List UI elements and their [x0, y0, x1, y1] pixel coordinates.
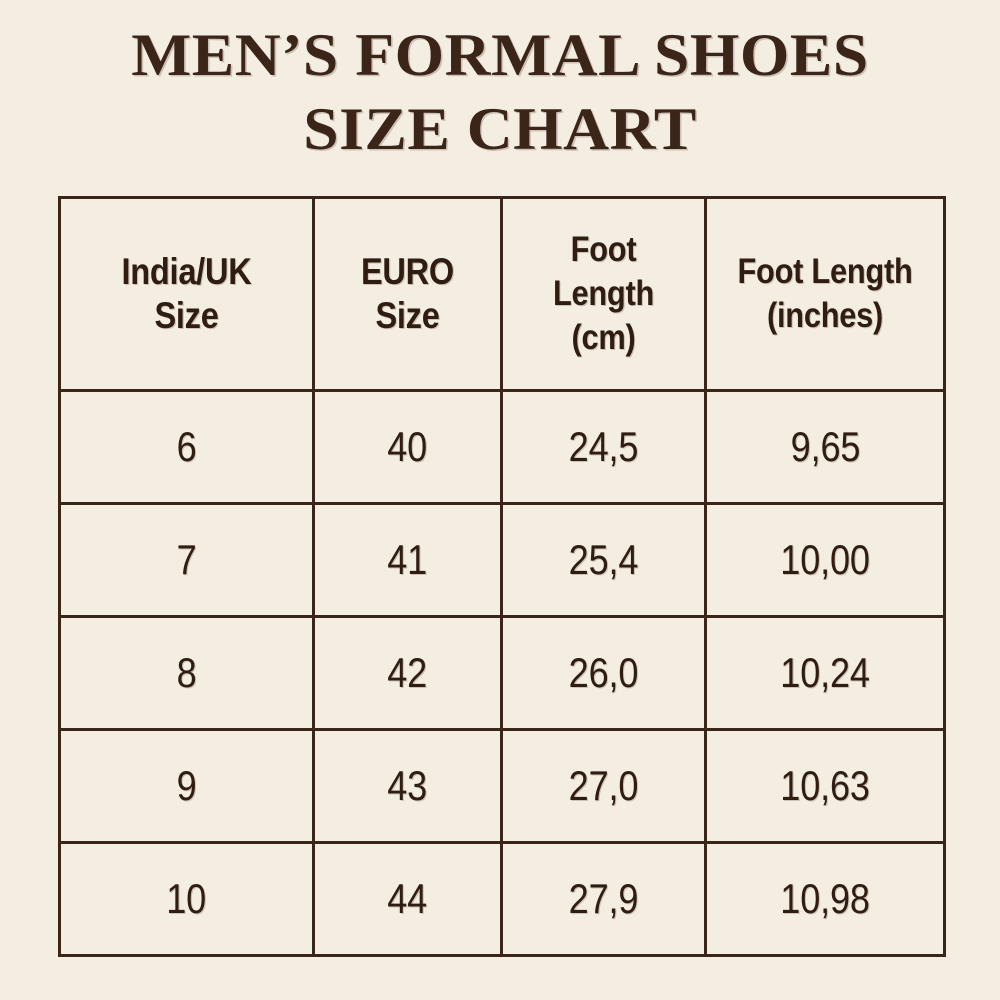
- column-header-india-uk-size: India/UK Size: [58, 196, 315, 392]
- table-row: 9 43 27,0 10,63: [58, 728, 946, 844]
- cell-value: 10: [166, 875, 207, 922]
- cell-euro-size: 41: [312, 502, 503, 618]
- cell-value: 42: [387, 649, 428, 696]
- cell-value: 10,24: [780, 649, 870, 696]
- column-header-foot-length-cm: Foot Length (cm): [500, 196, 707, 392]
- cell-value: 44: [387, 875, 428, 922]
- cell-value: 27,0: [568, 762, 639, 809]
- cell-euro-size: 40: [312, 389, 503, 505]
- column-header-euro-size-line-1: EURO: [360, 251, 455, 292]
- cell-value: 40: [387, 423, 428, 470]
- cell-india-uk-size: 9: [58, 728, 315, 844]
- cell-value: 24,5: [568, 423, 639, 470]
- cell-foot-length-inches: 9,65: [704, 389, 946, 505]
- cell-value: 43: [387, 762, 428, 809]
- cell-foot-length-cm: 27,0: [500, 728, 707, 844]
- page-title-line-2: SIZE CHART: [303, 96, 697, 162]
- size-chart-table: India/UK Size EURO Size Foot Length (cm)…: [58, 196, 946, 957]
- column-header-foot-length-cm-line-2: Length (cm): [552, 274, 655, 357]
- table-row: 8 42 26,0 10,24: [58, 615, 946, 731]
- cell-value: 26,0: [568, 649, 639, 696]
- cell-foot-length-cm: 24,5: [500, 389, 707, 505]
- cell-value: 41: [387, 536, 428, 583]
- cell-india-uk-size: 10: [58, 841, 315, 957]
- cell-value: 9,65: [790, 423, 860, 470]
- cell-value: 9: [176, 762, 197, 809]
- cell-value: 10,63: [780, 762, 870, 809]
- cell-euro-size: 43: [312, 728, 503, 844]
- cell-euro-size: 42: [312, 615, 503, 731]
- column-header-india-uk-size-line-1: India/UK: [121, 251, 252, 292]
- cell-india-uk-size: 6: [58, 389, 315, 505]
- cell-foot-length-inches: 10,24: [704, 615, 946, 731]
- table-body: 6 40 24,5 9,65 7 41 25,4 10,00 8 42 26,0…: [58, 389, 946, 957]
- cell-value: 10,00: [780, 536, 870, 583]
- column-header-euro-size-line-2: Size: [375, 295, 440, 336]
- cell-euro-size: 44: [312, 841, 503, 957]
- table-header: India/UK Size EURO Size Foot Length (cm)…: [58, 196, 946, 392]
- cell-value: 6: [176, 423, 197, 470]
- cell-india-uk-size: 7: [58, 502, 315, 618]
- table-row: 7 41 25,4 10,00: [58, 502, 946, 618]
- cell-value: 7: [176, 536, 197, 583]
- column-header-foot-length-inches-line-1: Foot Length: [737, 252, 913, 291]
- cell-value: 10,98: [780, 875, 870, 922]
- page-title-line-1: MEN’S FORMAL SHOES: [131, 22, 869, 88]
- cell-india-uk-size: 8: [58, 615, 315, 731]
- cell-foot-length-inches: 10,98: [704, 841, 946, 957]
- cell-value: 25,4: [568, 536, 639, 583]
- table-header-row: India/UK Size EURO Size Foot Length (cm)…: [58, 196, 946, 392]
- cell-foot-length-inches: 10,00: [704, 502, 946, 618]
- cell-foot-length-cm: 25,4: [500, 502, 707, 618]
- column-header-foot-length-inches: Foot Length (inches): [704, 196, 946, 392]
- cell-foot-length-cm: 26,0: [500, 615, 707, 731]
- cell-foot-length-inches: 10,63: [704, 728, 946, 844]
- column-header-euro-size: EURO Size: [312, 196, 503, 392]
- cell-value: 27,9: [568, 875, 639, 922]
- column-header-india-uk-size-line-2: Size: [154, 295, 219, 336]
- cell-value: 8: [176, 649, 197, 696]
- table-row: 10 44 27,9 10,98: [58, 841, 946, 957]
- size-chart-table-container: India/UK Size EURO Size Foot Length (cm)…: [58, 196, 946, 957]
- page-title: MEN’S FORMAL SHOES SIZE CHART: [0, 18, 1000, 166]
- table-row: 6 40 24,5 9,65: [58, 389, 946, 505]
- column-header-foot-length-cm-line-1: Foot: [570, 230, 637, 269]
- cell-foot-length-cm: 27,9: [500, 841, 707, 957]
- column-header-foot-length-inches-line-2: (inches): [767, 296, 883, 335]
